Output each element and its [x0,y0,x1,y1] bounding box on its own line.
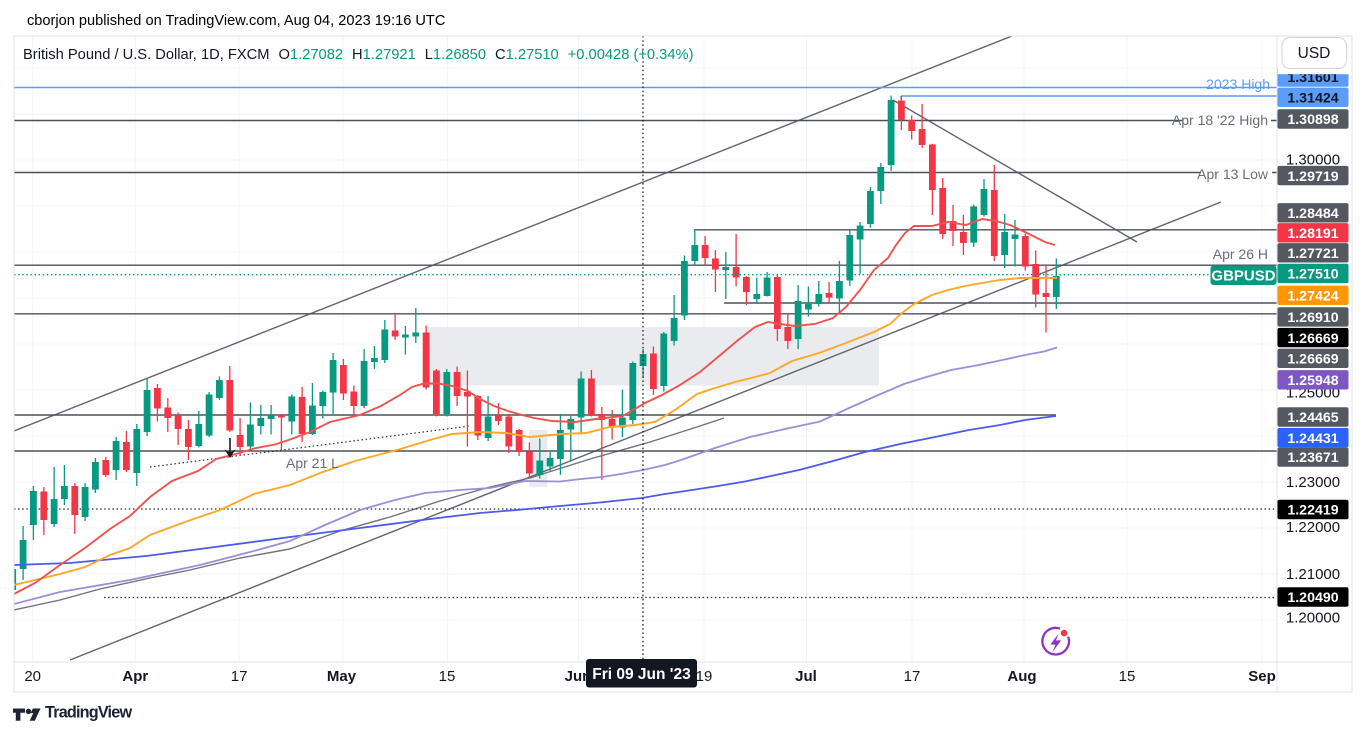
svg-text:Jul: Jul [795,668,817,685]
svg-text:Fri 09 Jun '23: Fri 09 Jun '23 [592,666,691,683]
svg-text:cborjon published on TradingVi: cborjon published on TradingView.com, Au… [27,13,445,29]
svg-text:17: 17 [231,668,248,685]
svg-text:1.24465: 1.24465 [1287,410,1338,426]
svg-text:19: 19 [696,668,713,685]
svg-text:Sep: Sep [1248,668,1276,685]
svg-text:1.23000: 1.23000 [1286,474,1340,491]
svg-text:Apr 13 Low: Apr 13 Low [1197,166,1269,182]
svg-text:1.28484: 1.28484 [1287,206,1338,222]
svg-text:TradingView: TradingView [45,704,132,722]
svg-text:1.28191: 1.28191 [1287,226,1338,242]
svg-text:GBPUSD: GBPUSD [1211,267,1275,284]
svg-text:1.27721: 1.27721 [1287,246,1338,262]
svg-text:USD: USD [1298,45,1331,62]
svg-text:1.30898: 1.30898 [1287,112,1338,128]
svg-text:1.29719: 1.29719 [1287,169,1338,185]
svg-text:15: 15 [439,668,456,685]
svg-text:1.31424: 1.31424 [1287,91,1338,107]
svg-text:15: 15 [1119,668,1136,685]
svg-text:2023 High: 2023 High [1206,76,1270,92]
svg-text:1.20000: 1.20000 [1286,610,1340,627]
svg-text:1.25948: 1.25948 [1287,373,1338,389]
svg-text:1.21000: 1.21000 [1286,566,1340,583]
svg-text:1.30000: 1.30000 [1286,152,1340,169]
svg-text:1.20490: 1.20490 [1287,590,1338,606]
svg-text:1.22000: 1.22000 [1286,519,1340,536]
svg-text:Apr 21 L: Apr 21 L [286,455,339,471]
svg-text:20: 20 [24,668,41,685]
svg-text:Apr 18 '22 High: Apr 18 '22 High [1172,112,1268,128]
svg-text:May: May [327,668,357,685]
svg-text:17: 17 [904,668,921,685]
svg-text:1.24431: 1.24431 [1287,431,1338,447]
svg-text:1.26669: 1.26669 [1287,331,1338,347]
svg-text:1.22419: 1.22419 [1287,503,1338,519]
svg-text:Apr 26 H: Apr 26 H [1213,246,1268,262]
svg-text:British Pound / U.S. Dollar, 1: British Pound / U.S. Dollar, 1D, FXCM O1.… [23,47,693,63]
svg-text:1.27424: 1.27424 [1287,289,1338,305]
svg-text:1.23671: 1.23671 [1287,450,1338,466]
svg-text:Apr: Apr [122,668,148,685]
svg-text:Aug: Aug [1007,668,1036,685]
svg-text:1.26669: 1.26669 [1287,352,1338,368]
svg-text:Jun: Jun [565,668,592,685]
svg-text:1.27510: 1.27510 [1287,267,1338,283]
svg-text:1.26910: 1.26910 [1287,310,1338,326]
